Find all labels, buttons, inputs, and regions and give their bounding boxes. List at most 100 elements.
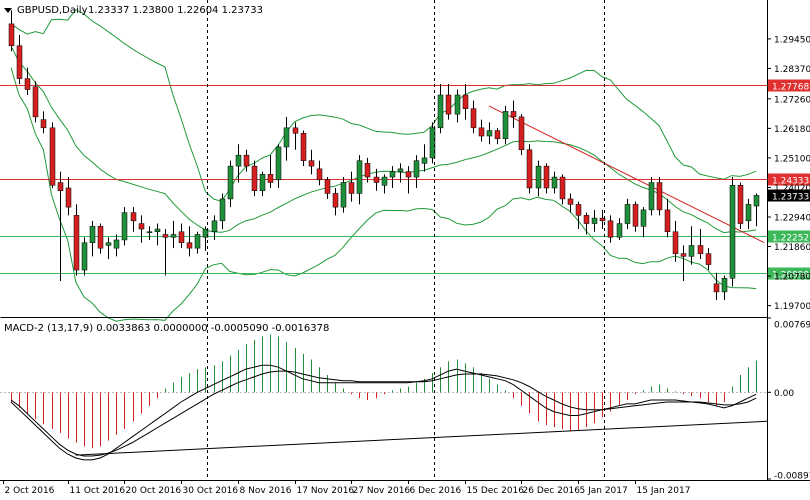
bull-candle [202, 228, 209, 238]
bear-candle [57, 182, 64, 191]
price-tick-label: 1.27260 [774, 95, 810, 105]
bull-candle [729, 185, 736, 279]
bear-candle [713, 283, 720, 293]
bear-candle [324, 179, 331, 194]
bear-candle [292, 127, 299, 134]
bear-candle [470, 108, 477, 129]
collapse-arrow-icon[interactable] [4, 8, 12, 13]
time-tick-label: 2 Oct 2016 [5, 486, 55, 496]
bull-candle [397, 168, 404, 172]
bull-candle [154, 228, 161, 233]
macd-trendline [75, 420, 768, 456]
symbol-label: GBPUSD,Daily [17, 5, 88, 16]
signal-line [10, 370, 757, 457]
bull-candle [454, 94, 461, 115]
bull-candle [211, 220, 218, 233]
bull-candle [753, 195, 760, 207]
bull-candle [421, 157, 428, 164]
bear-candle [494, 130, 501, 140]
bull-candle [283, 127, 290, 148]
time-tick-label: 20 Oct 2016 [126, 486, 182, 496]
bull-candle [688, 245, 695, 257]
bear-candle [130, 212, 137, 222]
bull-candle [413, 160, 420, 178]
level-tag-label: 1.20899 [772, 271, 809, 281]
bear-candle [308, 160, 315, 167]
bull-candle [624, 204, 631, 224]
bear-candle [478, 127, 485, 137]
bear-candle [705, 253, 712, 265]
bear-candle [607, 220, 614, 238]
macd-header: MACD-2 (13,17,9) 0.0033863 0.0000000 -0.… [4, 323, 329, 334]
bear-candle [162, 234, 169, 238]
bear-candle [445, 94, 452, 115]
time-tick-label: 30 Oct 2016 [183, 486, 239, 496]
bear-candle [186, 242, 193, 249]
price-tick-label: 1.22940 [774, 213, 810, 223]
bear-candle [40, 119, 47, 129]
bull-candle [194, 234, 201, 249]
level-tag [768, 173, 810, 186]
bear-candle [737, 185, 744, 224]
bear-candle [543, 165, 550, 189]
bear-candle [656, 182, 663, 211]
bull-candle [275, 146, 282, 181]
bull-candle [591, 217, 598, 224]
level-tag [768, 267, 810, 280]
bull-candle [381, 176, 388, 186]
bear-candle [632, 204, 639, 227]
bull-candle [235, 154, 242, 167]
bear-candle [462, 94, 469, 109]
bear-candle [73, 215, 80, 271]
level-tag [768, 230, 810, 243]
bear-candle [518, 116, 525, 150]
bull-candle [356, 160, 363, 194]
price-tick-label: 1.29450 [774, 35, 810, 45]
bull-candle [535, 165, 542, 189]
resistance-trendline [488, 105, 765, 244]
bull-candle [170, 234, 177, 238]
bull-candle [616, 223, 623, 238]
bear-candle [697, 245, 704, 254]
time-tick-label: 6 Dec 2016 [410, 486, 462, 496]
bull-candle [340, 182, 347, 208]
level-tag [768, 79, 810, 92]
price-tick-label: 1.28370 [774, 65, 810, 75]
time-tick-label: 27 Nov 2016 [353, 486, 411, 496]
price-tick-label: 1.25100 [774, 154, 810, 164]
bear-candle [348, 182, 355, 194]
bull-candle [429, 127, 436, 159]
current-price-tag [768, 189, 810, 202]
bear-candle [97, 226, 104, 249]
lower-band [10, 67, 757, 322]
bull-candle [219, 198, 226, 222]
bear-candle [567, 198, 574, 205]
axes: 1.27768 1.24333 1.22252 1.20899 1.29450 1.283… [3, 0, 810, 496]
bear-candle [16, 45, 23, 79]
bear-candle [575, 204, 582, 216]
time-tick-label: 8 Nov 2016 [240, 486, 292, 496]
bull-candle [113, 239, 120, 249]
macd-tick-label: 0.00 [774, 389, 794, 399]
bull-candle [146, 231, 153, 234]
price-tick-label: 1.20780 [774, 273, 810, 283]
middle-band [10, 45, 757, 234]
bull-candle [105, 242, 112, 246]
bear-candle [559, 176, 566, 200]
bull-candle [121, 212, 128, 241]
price-pane [0, 9, 767, 322]
bear-candle [32, 86, 39, 118]
time-tick-label: 15 Dec 2016 [467, 486, 525, 496]
bear-candle [316, 168, 323, 181]
bull-candle [227, 165, 234, 200]
bear-candle [49, 127, 56, 186]
bull-candle [502, 111, 509, 140]
macd-line [10, 364, 757, 461]
time-tick-label: 5 Jan 2017 [580, 486, 628, 496]
bear-candle [178, 231, 185, 243]
bull-candle [640, 209, 647, 227]
bull-candle [551, 176, 558, 189]
macd-tick-label: 0.007698 [774, 321, 810, 331]
bull-candle [745, 204, 752, 222]
